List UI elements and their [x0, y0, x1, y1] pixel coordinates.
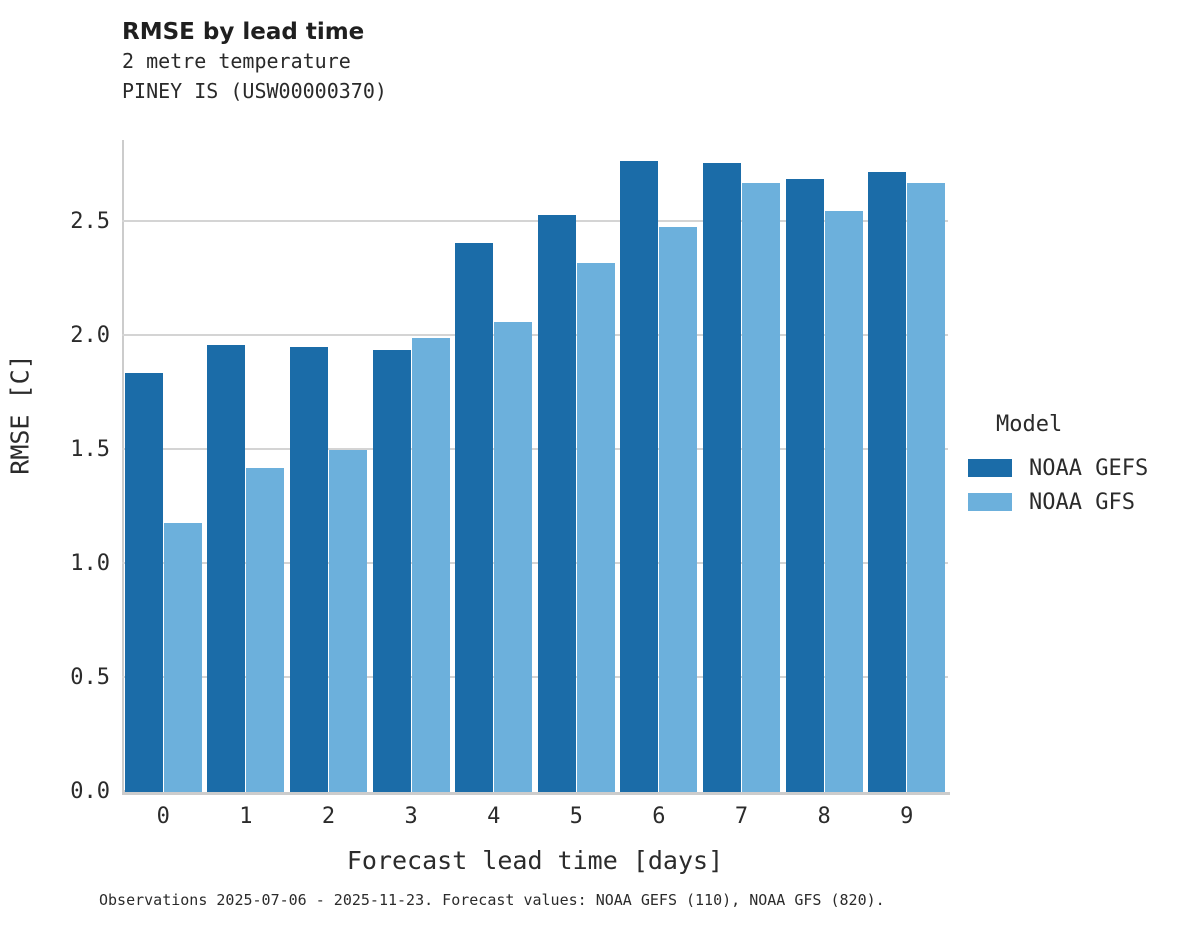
legend-title: Model	[996, 412, 1063, 437]
chart-title: RMSE by lead time	[122, 19, 365, 45]
y-axis-title: RMSE [C]	[5, 354, 35, 475]
x-tick-label: 3	[404, 804, 418, 829]
gridline-y	[122, 334, 948, 337]
bar-noaa-gfs-lead-4	[494, 322, 533, 792]
bar-noaa-gefs-lead-3	[372, 349, 411, 792]
y-tick-label: 0.5	[70, 665, 110, 691]
y-tick-label: 2.0	[70, 323, 110, 349]
x-axis-tick-labels: 0 1 2 3 4 5 6 7 8 9	[122, 806, 948, 836]
x-tick-label: 6	[652, 804, 666, 829]
chart-subtitle-station: PINEY IS (USW00000370)	[122, 79, 387, 103]
bar-noaa-gfs-lead-5	[576, 263, 615, 792]
title-block: RMSE by lead time 2 metre temperature PI…	[122, 18, 387, 106]
bar-noaa-gefs-lead-6	[620, 160, 659, 792]
bar-noaa-gfs-lead-3	[411, 338, 450, 792]
y-tick-label: 0.0	[70, 779, 110, 804]
gridline-y	[122, 448, 948, 451]
legend-item-label: NOAA GFS	[1029, 489, 1135, 515]
y-axis-line	[122, 140, 124, 795]
x-tick-label: 2	[321, 804, 336, 829]
bar-noaa-gefs-lead-0	[124, 372, 163, 792]
x-tick-label: 5	[569, 804, 583, 829]
bar-noaa-gefs-lead-4	[455, 242, 494, 792]
bar-noaa-gefs-lead-1	[207, 345, 246, 792]
legend-item-noaa-gfs[interactable]: NOAA GFS	[968, 485, 1183, 519]
y-tick-label: 1.5	[70, 437, 110, 463]
bar-noaa-gefs-lead-5	[537, 215, 576, 792]
x-tick-label: 7	[734, 804, 749, 829]
y-tick-label: 2.5	[70, 209, 110, 235]
bar-noaa-gfs-lead-2	[329, 450, 367, 792]
legend-swatch-icon	[968, 459, 1012, 477]
legend-entries: NOAA GEFS NOAA GFS	[968, 451, 1183, 519]
x-tick-label: 8	[817, 804, 831, 829]
bar-noaa-gfs-lead-0	[163, 523, 202, 792]
bar-noaa-gfs-lead-7	[742, 183, 780, 792]
x-axis-line	[122, 792, 950, 795]
bar-noaa-gefs-lead-8	[785, 178, 824, 792]
x-tick-label: 9	[900, 804, 914, 829]
chart-subtitle-variable: 2 metre temperature	[122, 49, 351, 73]
legend: Model NOAA GEFS NOAA GFS	[968, 412, 1183, 519]
x-axis-title: Forecast lead time [days]	[346, 846, 724, 875]
footer-note: Observations 2025-07-06 - 2025-11-23. Fo…	[99, 891, 885, 909]
gridline-y	[122, 562, 948, 565]
legend-item-label: NOAA GEFS	[1029, 455, 1149, 481]
bar-noaa-gfs-lead-9	[907, 183, 946, 792]
legend-item-noaa-gefs[interactable]: NOAA GEFS	[968, 451, 1183, 485]
y-tick-label: 1.0	[70, 551, 110, 577]
bar-noaa-gefs-lead-7	[703, 162, 741, 792]
legend-swatch-icon	[968, 493, 1012, 511]
bar-noaa-gfs-lead-1	[246, 468, 285, 792]
x-tick-label: 0	[156, 804, 170, 829]
gridline-y	[122, 220, 948, 223]
gridline-y	[122, 676, 948, 679]
bar-noaa-gfs-lead-6	[659, 226, 698, 792]
x-tick-label: 4	[487, 804, 501, 829]
bar-noaa-gfs-lead-8	[824, 210, 863, 792]
y-axis-tick-labels: 0.0 0.5 1.0 1.5 2.0 2.5	[38, 140, 129, 803]
bar-noaa-gefs-lead-9	[868, 171, 907, 792]
bar-noaa-gefs-lead-2	[290, 347, 328, 792]
plot-area	[122, 140, 948, 792]
x-tick-label: 1	[239, 804, 253, 829]
